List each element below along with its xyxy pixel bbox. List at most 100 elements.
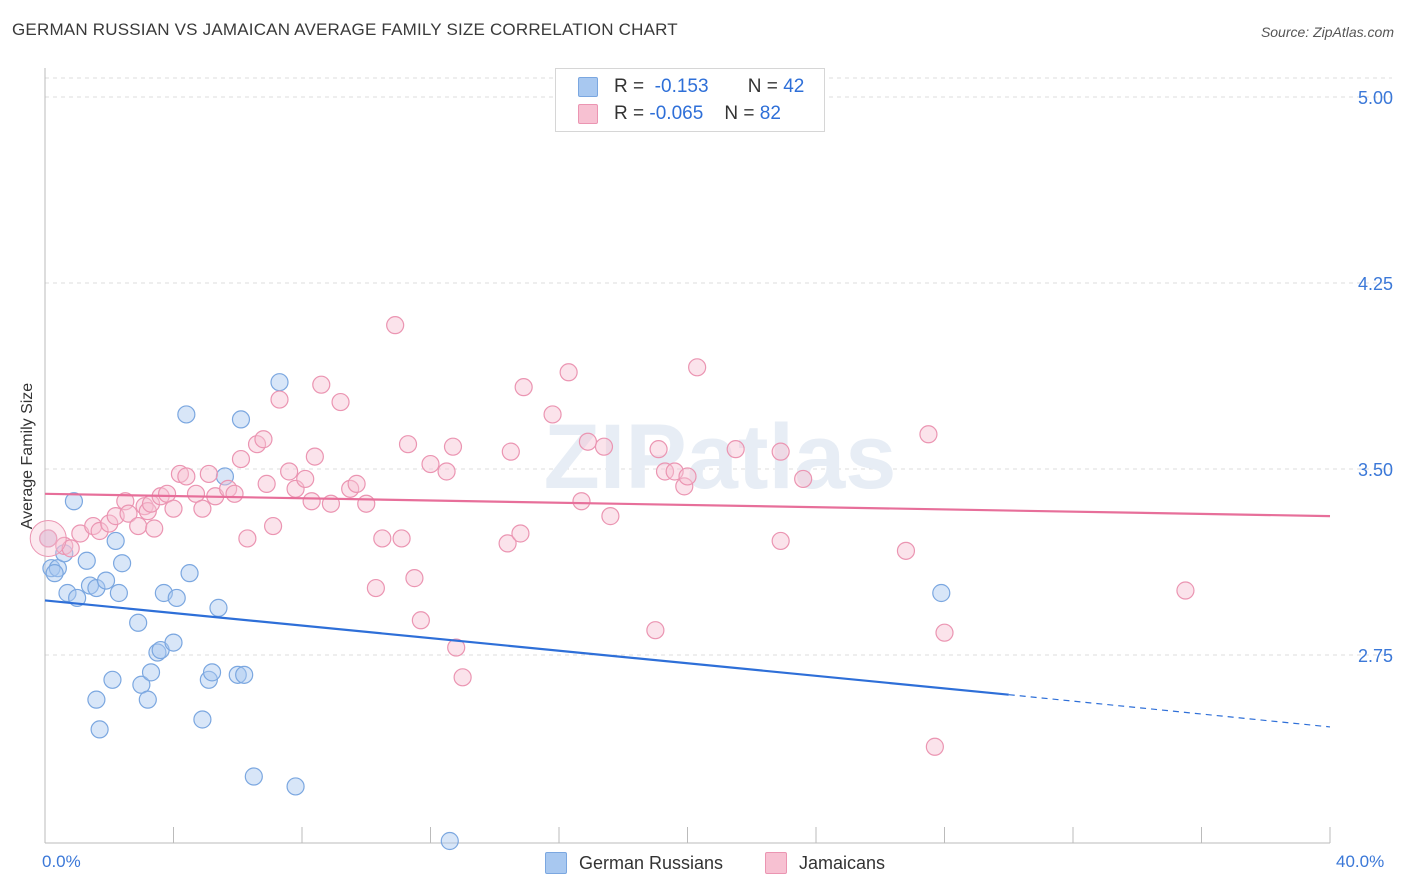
point-jamaican — [437, 462, 456, 481]
bottom-legend-label: Jamaicans — [799, 852, 886, 873]
point-jamaican — [453, 668, 472, 687]
y-axis-label: Average Family Size — [19, 382, 36, 530]
point-jamaican — [129, 516, 148, 536]
y-tick-label: 3.50 — [1358, 460, 1393, 480]
point-jamaican — [726, 440, 745, 459]
point-jamaican — [771, 442, 790, 461]
point-german-russian — [87, 690, 106, 709]
point-german-russian — [286, 777, 305, 796]
r-value: -0.065 — [649, 103, 704, 124]
point-jamaican-large — [29, 519, 67, 557]
point-german-russian — [177, 405, 196, 424]
point-jamaican — [386, 316, 405, 335]
point-jamaican — [398, 435, 418, 454]
point-jamaican — [231, 449, 251, 469]
point-german-russian — [167, 588, 186, 608]
point-german-russian — [129, 613, 148, 632]
point-jamaican — [925, 737, 944, 756]
point-jamaican — [373, 529, 392, 548]
point-jamaican — [177, 467, 196, 486]
legend-swatch-german-russians — [578, 77, 598, 97]
legend-swatch-jamaicans — [578, 104, 598, 124]
point-jamaican — [199, 464, 218, 484]
point-german-russian — [58, 583, 77, 603]
point-jamaican — [594, 437, 614, 456]
point-jamaican — [312, 375, 331, 394]
legend-row-german-russians: R = -0.153 N = 42 — [578, 74, 804, 100]
point-jamaican — [257, 474, 276, 493]
point-german-russian — [209, 598, 228, 617]
point-german-russian — [193, 710, 212, 729]
trend-jamaicans — [44, 492, 1331, 518]
point-jamaican — [919, 425, 938, 444]
watermark: ZIPatlas — [544, 406, 897, 508]
bottom-legend-jamaicans: Jamaicans — [765, 852, 885, 874]
y-tick-label: 5.00 — [1358, 88, 1393, 108]
data-points — [29, 316, 1195, 851]
point-jamaican — [411, 611, 430, 630]
point-jamaican — [305, 447, 324, 466]
point-jamaican — [302, 492, 321, 511]
point-jamaican — [501, 442, 520, 461]
point-jamaican — [296, 469, 315, 489]
point-german-russian — [106, 531, 125, 551]
n-label: N = — [724, 103, 755, 124]
point-jamaican — [646, 621, 665, 640]
point-jamaican — [347, 474, 366, 493]
point-jamaican — [896, 541, 916, 560]
x-tick-min: 0.0% — [42, 852, 81, 871]
point-german-russian — [164, 633, 183, 652]
axes — [44, 68, 1331, 844]
point-german-russian — [228, 665, 247, 684]
point-jamaican — [270, 390, 289, 409]
point-jamaican — [164, 499, 183, 518]
n-label: N = — [747, 76, 778, 97]
point-jamaican — [655, 462, 675, 481]
stats-legend: R = -0.153 N = 42 R = -0.065 N = 82 — [555, 68, 825, 132]
point-german-russian — [202, 663, 222, 682]
point-jamaican — [543, 405, 562, 424]
point-jamaican — [331, 392, 350, 412]
point-german-russian — [440, 831, 459, 851]
point-german-russian — [231, 410, 251, 429]
point-jamaican — [601, 507, 620, 526]
point-jamaican — [572, 492, 591, 511]
bottom-legend-german-russians: German Russians — [545, 852, 723, 874]
point-jamaican — [1176, 581, 1195, 600]
point-german-russian — [87, 578, 106, 598]
point-jamaican — [366, 578, 385, 598]
point-german-russian — [77, 551, 96, 570]
point-jamaican — [238, 529, 257, 548]
bottom-legend-label: German Russians — [579, 852, 724, 873]
point-jamaican — [145, 519, 164, 538]
y-tick-label: 2.75 — [1358, 646, 1393, 666]
point-jamaican — [771, 531, 790, 551]
point-jamaican — [392, 529, 411, 548]
point-german-russian — [96, 571, 116, 590]
point-german-russian — [90, 720, 109, 739]
point-jamaican — [357, 494, 376, 513]
point-german-russian — [141, 663, 161, 682]
point-jamaican — [935, 623, 954, 642]
y-tick-label: 4.25 — [1358, 274, 1393, 294]
legend-row-jamaicans: R = -0.065 N = 82 — [578, 101, 781, 127]
point-german-russian — [42, 559, 61, 578]
point-jamaican — [39, 529, 58, 548]
bottom-swatch-german-russians — [545, 852, 567, 874]
point-jamaican — [649, 440, 668, 459]
x-tick-max: 40.0% — [1336, 852, 1385, 871]
point-jamaican — [688, 358, 707, 377]
point-jamaican — [443, 437, 463, 456]
point-jamaican — [498, 534, 517, 553]
point-jamaican — [100, 514, 119, 533]
gridlines — [45, 77, 1392, 656]
point-jamaican — [794, 469, 813, 489]
r-label: R = — [614, 103, 645, 124]
point-jamaican — [578, 432, 598, 451]
trend-lines — [44, 492, 1331, 728]
point-jamaican — [61, 539, 80, 558]
point-german-russian — [112, 554, 132, 573]
point-jamaican — [675, 477, 694, 496]
point-jamaican — [193, 499, 212, 518]
